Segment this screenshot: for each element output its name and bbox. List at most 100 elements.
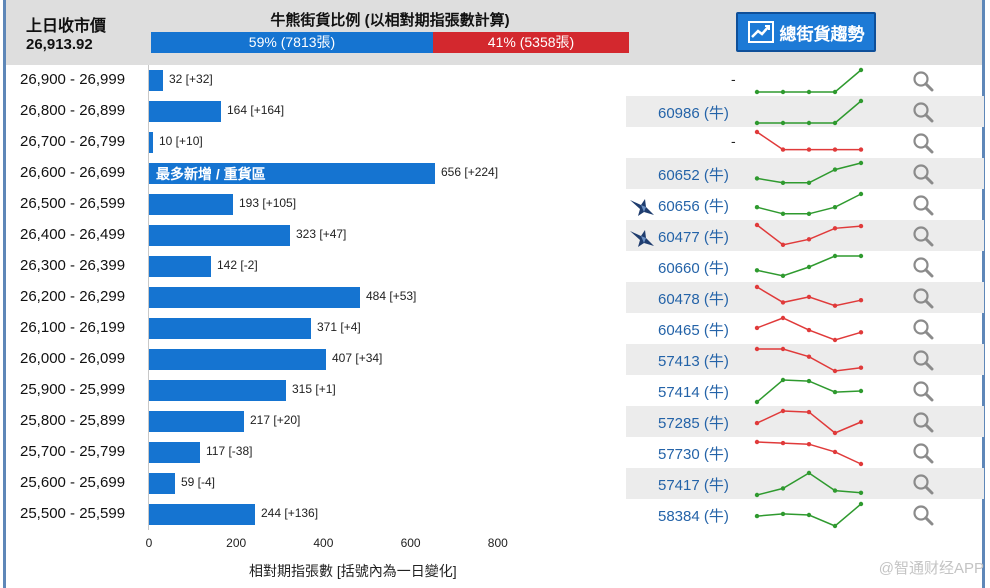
strike-row: 26,500 - 26,599 193 [+105] 60656 (牛)	[6, 189, 982, 220]
search-magnifier-icon[interactable]	[912, 101, 934, 128]
strike-row: 26,900 - 26,999 32 [+32] -	[6, 65, 982, 96]
search-magnifier-icon[interactable]	[912, 70, 934, 97]
strike-range: 26,900 - 26,999	[20, 71, 126, 88]
strike-row: 26,700 - 26,799 10 [+10] -	[6, 127, 982, 158]
volume-label: 315 [+1]	[292, 382, 336, 396]
volume-label: 164 [+164]	[227, 103, 285, 117]
search-magnifier-icon[interactable]	[912, 380, 934, 407]
search-magnifier-icon[interactable]	[912, 163, 934, 190]
warrant-cell	[626, 344, 984, 375]
trend-sparkline	[751, 438, 867, 473]
x-axis-tick: 600	[400, 536, 421, 550]
warrant-cell	[626, 96, 984, 127]
strike-range: 26,400 - 26,499	[20, 226, 126, 243]
x-axis: 相對期指張數 [括號內為一日變化] 0 200 400 600 800	[6, 530, 982, 588]
strike-range: 25,700 - 25,799	[20, 443, 126, 460]
volume-bar	[149, 473, 175, 494]
trend-sparkline	[751, 190, 867, 225]
warrant-cell	[626, 220, 984, 251]
volume-label: 244 [+136]	[261, 506, 319, 520]
prev-close-value: 26,913.92	[26, 36, 93, 53]
warrant-code-link[interactable]: 57413 (牛)	[658, 353, 729, 370]
search-magnifier-icon[interactable]	[912, 287, 934, 314]
warrant-code-link[interactable]: 57414 (牛)	[658, 384, 729, 401]
strike-row: 26,800 - 26,899 164 [+164] 60986 (牛)	[6, 96, 984, 128]
strike-row: 26,200 - 26,299 484 [+53] 60478 (牛)	[6, 282, 984, 314]
warrant-code-link[interactable]: 58384 (牛)	[658, 508, 729, 525]
search-magnifier-icon[interactable]	[912, 256, 934, 283]
strike-range: 26,000 - 26,099	[20, 350, 126, 367]
trend-sparkline	[751, 128, 867, 163]
ratio-bar: 59% (7813張) 41% (5358張)	[151, 32, 629, 53]
volume-label: 193 [+105]	[239, 196, 297, 210]
search-magnifier-icon[interactable]	[912, 411, 934, 438]
strike-row: 26,300 - 26,399 142 [-2] 60660 (牛)	[6, 251, 982, 282]
trend-sparkline	[751, 66, 867, 101]
search-magnifier-icon[interactable]	[912, 504, 934, 531]
warrant-code-link[interactable]: 60465 (牛)	[658, 322, 729, 339]
panel-header: 上日收市價 26,913.92 牛熊街貨比例 (以相對期指張數計算) 59% (…	[6, 0, 982, 65]
volume-bar	[149, 132, 153, 153]
volume-label: 142 [-2]	[217, 258, 258, 272]
issuer-bird-logo-icon	[629, 228, 655, 253]
volume-bar	[149, 411, 244, 432]
warrant-code-link[interactable]: 57285 (牛)	[658, 415, 729, 432]
bear-ratio-segment: 41% (5358張)	[433, 32, 629, 53]
warrant-code-link[interactable]: 60986 (牛)	[658, 105, 729, 122]
total-trend-button[interactable]: 總街貨趨勢	[736, 12, 876, 52]
volume-label: 10 [+10]	[159, 134, 203, 148]
trend-chart-icon	[747, 21, 774, 43]
warrant-code-link[interactable]: 60652 (牛)	[658, 167, 729, 184]
no-warrant-dash: -	[731, 71, 736, 87]
volume-bar	[149, 504, 255, 525]
x-axis-tick: 400	[313, 536, 334, 550]
strike-row: 25,600 - 25,699 59 [-4] 57417 (牛)	[6, 468, 984, 500]
volume-bar	[149, 101, 221, 122]
strike-range: 26,600 - 26,699	[20, 164, 126, 181]
x-axis-label: 相對期指張數 [括號內為一日變化]	[249, 563, 457, 579]
strike-range: 26,800 - 26,899	[20, 102, 126, 119]
no-warrant-dash: -	[731, 133, 736, 149]
volume-label: 371 [+4]	[317, 320, 361, 334]
warrant-code-link[interactable]: 60478 (牛)	[658, 291, 729, 308]
trend-sparkline	[751, 283, 867, 318]
strike-range: 26,100 - 26,199	[20, 319, 126, 336]
volume-bar	[149, 442, 200, 463]
volume-label: 656 [+224]	[441, 165, 499, 179]
warrant-code-link[interactable]: 60477 (牛)	[658, 229, 729, 246]
strike-range: 26,500 - 26,599	[20, 195, 126, 212]
warrant-panel: 上日收市價 26,913.92 牛熊街貨比例 (以相對期指張數計算) 59% (…	[3, 0, 985, 588]
search-magnifier-icon[interactable]	[912, 349, 934, 376]
x-axis-tick: 0	[145, 536, 153, 550]
volume-label: 117 [-38]	[206, 444, 253, 458]
warrant-cell	[626, 158, 984, 189]
search-magnifier-icon[interactable]	[912, 194, 934, 221]
volume-bar	[149, 70, 163, 91]
search-magnifier-icon[interactable]	[912, 225, 934, 252]
warrant-code-link[interactable]: 57417 (牛)	[658, 477, 729, 494]
volume-label: 484 [+53]	[366, 289, 417, 303]
trend-sparkline	[751, 221, 867, 256]
strike-range: 26,300 - 26,399	[20, 257, 126, 274]
strike-range: 26,200 - 26,299	[20, 288, 126, 305]
search-magnifier-icon[interactable]	[912, 132, 934, 159]
trend-sparkline	[751, 345, 867, 380]
search-magnifier-icon[interactable]	[912, 442, 934, 469]
strike-row: 26,600 - 26,699 最多新增 / 重貨區 656 [+224] 60652…	[6, 158, 984, 190]
strike-row: 25,900 - 25,999 315 [+1] 57414 (牛)	[6, 375, 982, 406]
strike-row: 26,400 - 26,499 323 [+47] 60477 (牛)	[6, 220, 984, 253]
axis-baseline	[148, 65, 149, 530]
trend-sparkline	[751, 500, 867, 535]
strike-row: 25,500 - 25,599 244 [+136] 58384 (牛)	[6, 499, 982, 530]
ratio-title: 牛熊街貨比例 (以相對期指張數計算)	[270, 12, 510, 29]
heaviest-zone-label: 最多新增 / 重貨區	[156, 166, 266, 182]
volume-label: 217 [+20]	[250, 413, 301, 427]
search-magnifier-icon[interactable]	[912, 473, 934, 500]
volume-bar	[149, 287, 360, 308]
warrant-code-link[interactable]: 57730 (牛)	[658, 446, 729, 463]
warrant-code-link[interactable]: 60660 (牛)	[658, 260, 729, 277]
volume-bar	[149, 380, 286, 401]
strike-rows: 26,900 - 26,999 32 [+32] - 26,800 - 26,899 1…	[6, 65, 984, 530]
search-magnifier-icon[interactable]	[912, 318, 934, 345]
warrant-code-link[interactable]: 60656 (牛)	[658, 198, 729, 215]
